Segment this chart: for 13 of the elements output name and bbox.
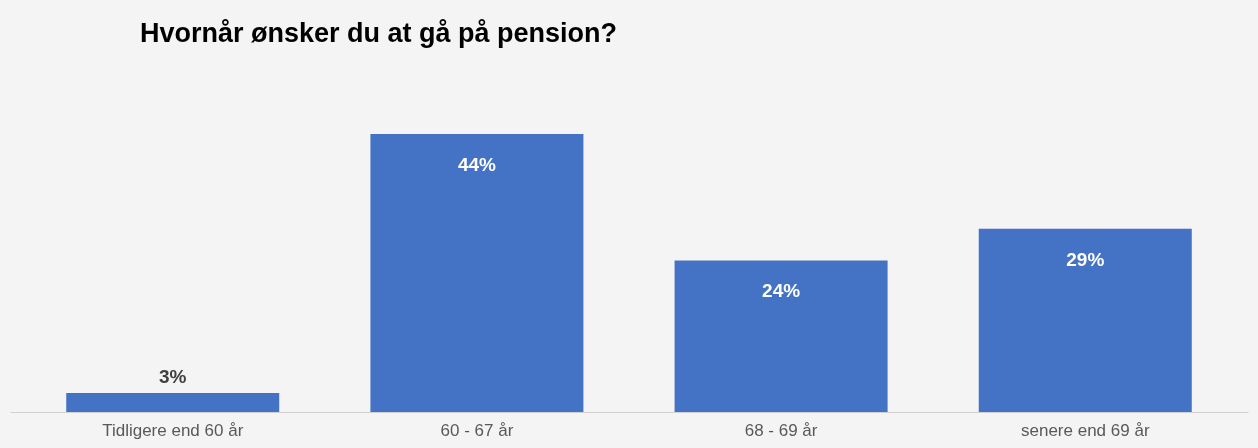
- bar: [674, 260, 888, 412]
- chart-title: Hvornår ønsker du at gå på pension?: [140, 18, 618, 48]
- x-tick-label: 60 - 67 år: [440, 420, 514, 440]
- data-label: 24%: [762, 280, 801, 302]
- data-label: 44%: [457, 154, 497, 176]
- x-tick-label: senere end 69 år: [1020, 420, 1150, 440]
- data-label: 29%: [1066, 248, 1105, 270]
- x-tick-label: Tidligere end 60 år: [102, 420, 244, 440]
- x-tick-label: 68 - 69 år: [744, 420, 818, 440]
- bar: [978, 228, 1192, 412]
- bar: [66, 393, 280, 412]
- bar: [370, 134, 584, 412]
- data-label: 3%: [159, 366, 187, 388]
